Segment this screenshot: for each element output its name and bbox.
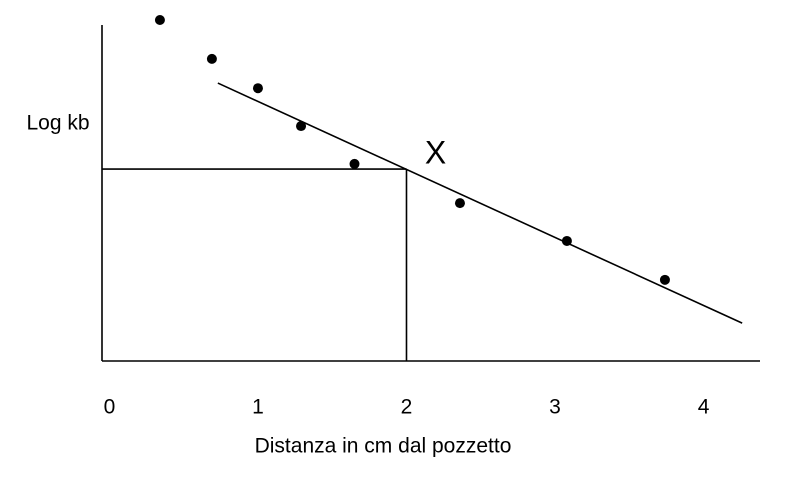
- x-tick-label: 4: [698, 396, 710, 419]
- data-point: [349, 158, 360, 169]
- x-tick-label: 3: [549, 396, 561, 419]
- data-point: [659, 274, 670, 285]
- fit-line: [217, 82, 743, 324]
- x-tick-label: 1: [252, 396, 264, 419]
- x-tick-label: 2: [401, 396, 413, 419]
- data-point: [454, 198, 465, 209]
- x-axis-label: Distanza in cm dal pozzetto: [255, 435, 512, 458]
- data-point: [154, 15, 165, 25]
- data-point: [561, 235, 572, 246]
- data-point: [206, 53, 217, 64]
- x-tick-label: 0: [104, 396, 116, 419]
- y-axis-label: Log kb: [26, 112, 89, 135]
- marker-label: X: [425, 134, 446, 170]
- data-point: [296, 121, 307, 132]
- data-point: [252, 83, 263, 94]
